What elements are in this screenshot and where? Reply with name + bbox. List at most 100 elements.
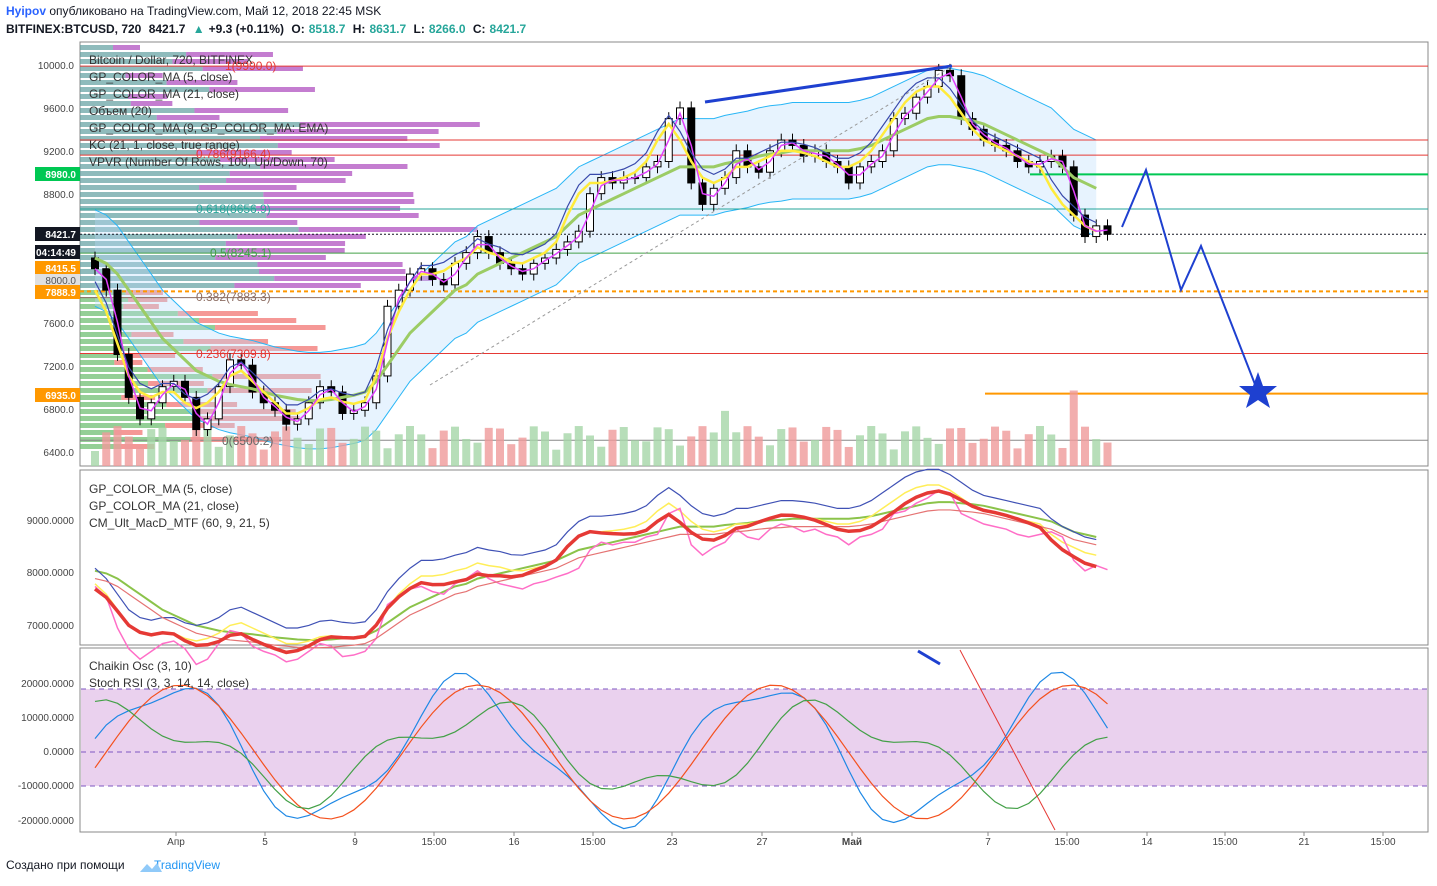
vpvr-bar-up [80, 108, 195, 113]
fib-labels: 1(9990.0) 0.786(9166.4) 0.618(8656.9) 0.… [196, 59, 276, 448]
price-labels: 8980.0 8421.7 04:14:49 8415.5 8000.0 788… [35, 167, 80, 402]
volume-bar [91, 451, 99, 466]
stoch-d-line [94, 684, 1108, 820]
vpvr-bar-up [80, 220, 200, 225]
volume-bar [901, 431, 909, 466]
change-arrow-icon: ▲ [192, 22, 205, 36]
vpvr-bar-up [80, 101, 131, 106]
chaikin-line [94, 699, 1108, 810]
volume-bar [316, 428, 324, 466]
vpvr-bar-down [260, 136, 408, 141]
volume-bar [361, 426, 369, 466]
vpvr-bar-down [156, 115, 220, 120]
volume-bar [574, 426, 583, 466]
volume-bar [541, 431, 549, 466]
price-label: 8980.0 [45, 170, 76, 181]
target-star-icon [1239, 372, 1277, 408]
stoch-k-line [94, 671, 1109, 830]
vpvr-bar-down [237, 234, 366, 239]
volume-bar [248, 433, 257, 466]
vpvr-bar-up [80, 94, 129, 99]
volume-bar [721, 410, 729, 466]
vpvr-bar-up [80, 45, 113, 50]
tradingview-link[interactable]: TradingView [153, 858, 221, 872]
vpvr-bar-down [132, 353, 176, 358]
tradingview-logo-icon [140, 863, 162, 872]
open-label: O: [291, 22, 305, 36]
vpvr-bar-up [80, 248, 226, 253]
volume-bar [518, 437, 527, 466]
volume-bar [192, 426, 201, 466]
vpvr-bar-down [277, 129, 439, 134]
volume-bar [1024, 434, 1033, 466]
legend-chaikin: Chaikin Osc (3, 10) [89, 659, 192, 673]
macd-pane[interactable] [79, 469, 1429, 646]
fib-05: 0.5(8245.1) [210, 246, 271, 260]
vpvr-bar-up [80, 164, 261, 169]
x-tick: 16 [508, 837, 520, 848]
y-tick: 7600.0 [43, 319, 74, 330]
change-value: +9.3 (+0.11%) [208, 22, 285, 36]
vpvr-bar-down [125, 290, 163, 295]
vpvr-bar-up [80, 185, 200, 190]
vpvr-bar-down [266, 213, 419, 218]
vpvr-bar-down [215, 255, 326, 260]
volume-bar [867, 426, 876, 466]
vpvr-bar-down [199, 220, 298, 225]
vpvr-bar-up [80, 178, 227, 183]
vpvr-bar-down [202, 66, 303, 71]
y-tick: -20000.0000 [18, 816, 75, 827]
volume-bar [608, 429, 617, 466]
volume-bar [687, 436, 696, 466]
vpvr-bar-up [80, 395, 122, 400]
x-tick: 15:00 [1054, 837, 1079, 848]
macd-y-axis: 9000.0000 8000.0000 7000.0000 [27, 516, 75, 632]
y-tick: 0.0000 [43, 747, 74, 758]
volume-bar [597, 446, 606, 466]
volume-bar [979, 438, 988, 466]
legend-macd: CM_Ult_MacD_MTF (60, 9, 21, 5) [89, 516, 270, 530]
vpvr-bar-down [147, 367, 203, 372]
ma9-ema-line [93, 85, 1097, 415]
x-tick: 27 [756, 837, 768, 848]
macd-blue-line [94, 468, 1097, 629]
volume-bar [203, 429, 212, 466]
volume-bar [563, 433, 572, 466]
vpvr-bar-up [80, 283, 235, 288]
volume-bar [586, 435, 594, 466]
y-tick: 7200.0 [43, 362, 74, 373]
vpvr-bar-up [80, 367, 148, 372]
vpvr-bar-up [80, 318, 199, 323]
price-label: 8000.0 [45, 276, 76, 287]
volume-bar [664, 429, 673, 466]
fib-0: 0(6500.2) [222, 434, 273, 448]
volume-bar [462, 438, 471, 466]
legend-kc: KC (21, 1, close, true range) [89, 138, 240, 152]
price-label-box [35, 245, 80, 259]
volume-bar [709, 432, 718, 466]
x-tick: 15:00 [421, 837, 446, 848]
vpvr-bar-up [80, 374, 213, 379]
vpvr-bar-down [229, 171, 353, 176]
footer: Создано при помощи TradingView [6, 858, 220, 872]
fib-0236: 0.236(7309.8) [196, 347, 271, 361]
volume-bar [934, 443, 943, 466]
vpvr-bar-down [225, 241, 346, 246]
volume-bar [473, 442, 482, 466]
volume-bar [327, 427, 336, 466]
vpvr-bar-up [80, 157, 221, 162]
vpvr-bar-down [198, 409, 296, 414]
vpvr-bar-up [80, 171, 230, 176]
author-link[interactable]: Hyipov [6, 4, 47, 18]
x-tick: 15:00 [1370, 837, 1395, 848]
vpvr-bar-down [225, 248, 345, 253]
osc-y-axis: 20000.0000 10000.0000 0.0000 -10000.0000… [18, 679, 75, 827]
vpvr-bar-up [80, 80, 167, 85]
vpvr-bar-up [80, 241, 226, 246]
trend-line [704, 64, 953, 104]
x-axis: Апр 5 9 15:00 16 15:00 23 27 Май 7 15:00… [167, 837, 1396, 848]
vpvr-bar-down [128, 94, 168, 99]
vpvr-bar-up [80, 346, 211, 351]
vpvr-bar-up [80, 143, 278, 148]
